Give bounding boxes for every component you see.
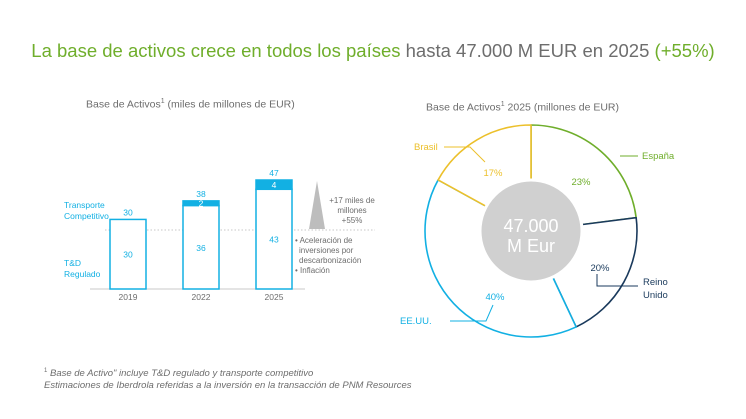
pct-label-espana: 23% <box>571 177 591 188</box>
growth-annotation-2: millones <box>337 206 366 215</box>
leader-line-reino-unido <box>596 274 638 287</box>
series-label-td-2: Regulado <box>64 269 101 279</box>
pie-center-value: 47.000 <box>503 216 558 236</box>
slice-label-brasil: Brasil <box>414 142 438 153</box>
pie-center-unit: M Eur <box>507 236 555 256</box>
slice-label-espana: España <box>642 151 675 162</box>
pie-center-disc <box>478 178 584 284</box>
leader-line-eeuu <box>450 304 494 322</box>
driver-bullet-3: descarbonización <box>299 256 361 265</box>
slice-label-reino-unido-2: Unido <box>643 290 668 301</box>
driver-bullet-1: • Aceleración de <box>295 236 353 245</box>
slice-label-reino-unido-1: Reino <box>643 277 668 288</box>
title-part-3: (+55%) <box>654 40 715 61</box>
bar-total-2025: 47 <box>269 168 279 178</box>
bar-td-regulado-2019 <box>109 218 147 290</box>
pct-label-eeuu: 40% <box>485 292 505 303</box>
series-label-transporte-1: Transporte <box>64 200 105 210</box>
bar-transporte-2025 <box>255 179 293 191</box>
bar-value-td-2025: 43 <box>269 235 279 245</box>
series-label-transporte-2: Competitivo <box>64 211 109 221</box>
slice-label-eeuu: EE.UU. <box>400 316 432 327</box>
bar-value-td-2019: 30 <box>123 250 133 260</box>
growth-triangle <box>309 181 325 229</box>
bar-total-2022: 38 <box>196 189 206 199</box>
bar-value-transporte-2025: 4 <box>272 180 277 190</box>
bar-chart-title: Base de Activos1 (miles de millones de E… <box>86 98 295 111</box>
bar-transporte-2022 <box>182 200 220 207</box>
leader-line-brasil <box>444 146 486 163</box>
pie-chart-title: Base de Activos1 2025 (millones de EUR) <box>426 101 620 114</box>
growth-annotation-3: +55% <box>342 216 363 225</box>
pct-label-brasil: 17% <box>483 168 503 179</box>
x-tick-2019: 2019 <box>119 292 138 302</box>
bar-total-2019: 30 <box>123 207 133 217</box>
pct-label-reino-unido: 20% <box>590 263 610 274</box>
bar-value-transporte-2022: 2 <box>199 199 204 209</box>
x-tick-2025: 2025 <box>265 292 284 302</box>
series-label-td-1: T&D <box>64 258 81 268</box>
footnote-1: 1 Base de Activo" incluye T&D regulado y… <box>44 368 314 380</box>
x-tick-2022: 2022 <box>192 292 211 302</box>
driver-bullet-2: inversiones por <box>299 246 354 255</box>
bar-value-td-2022: 36 <box>196 243 206 253</box>
footnote-2: Estimaciones de Iberdrola referidas a la… <box>44 380 412 391</box>
growth-annotation-1: +17 miles de <box>329 196 375 205</box>
slide-title: La base de activos crece en todos los pa… <box>0 40 746 62</box>
driver-bullet-4: • Inflación <box>295 266 330 275</box>
title-part-1: La base de activos crece en todos los pa… <box>31 40 406 61</box>
title-part-2: hasta 47.000 M EUR en 2025 <box>405 40 655 61</box>
